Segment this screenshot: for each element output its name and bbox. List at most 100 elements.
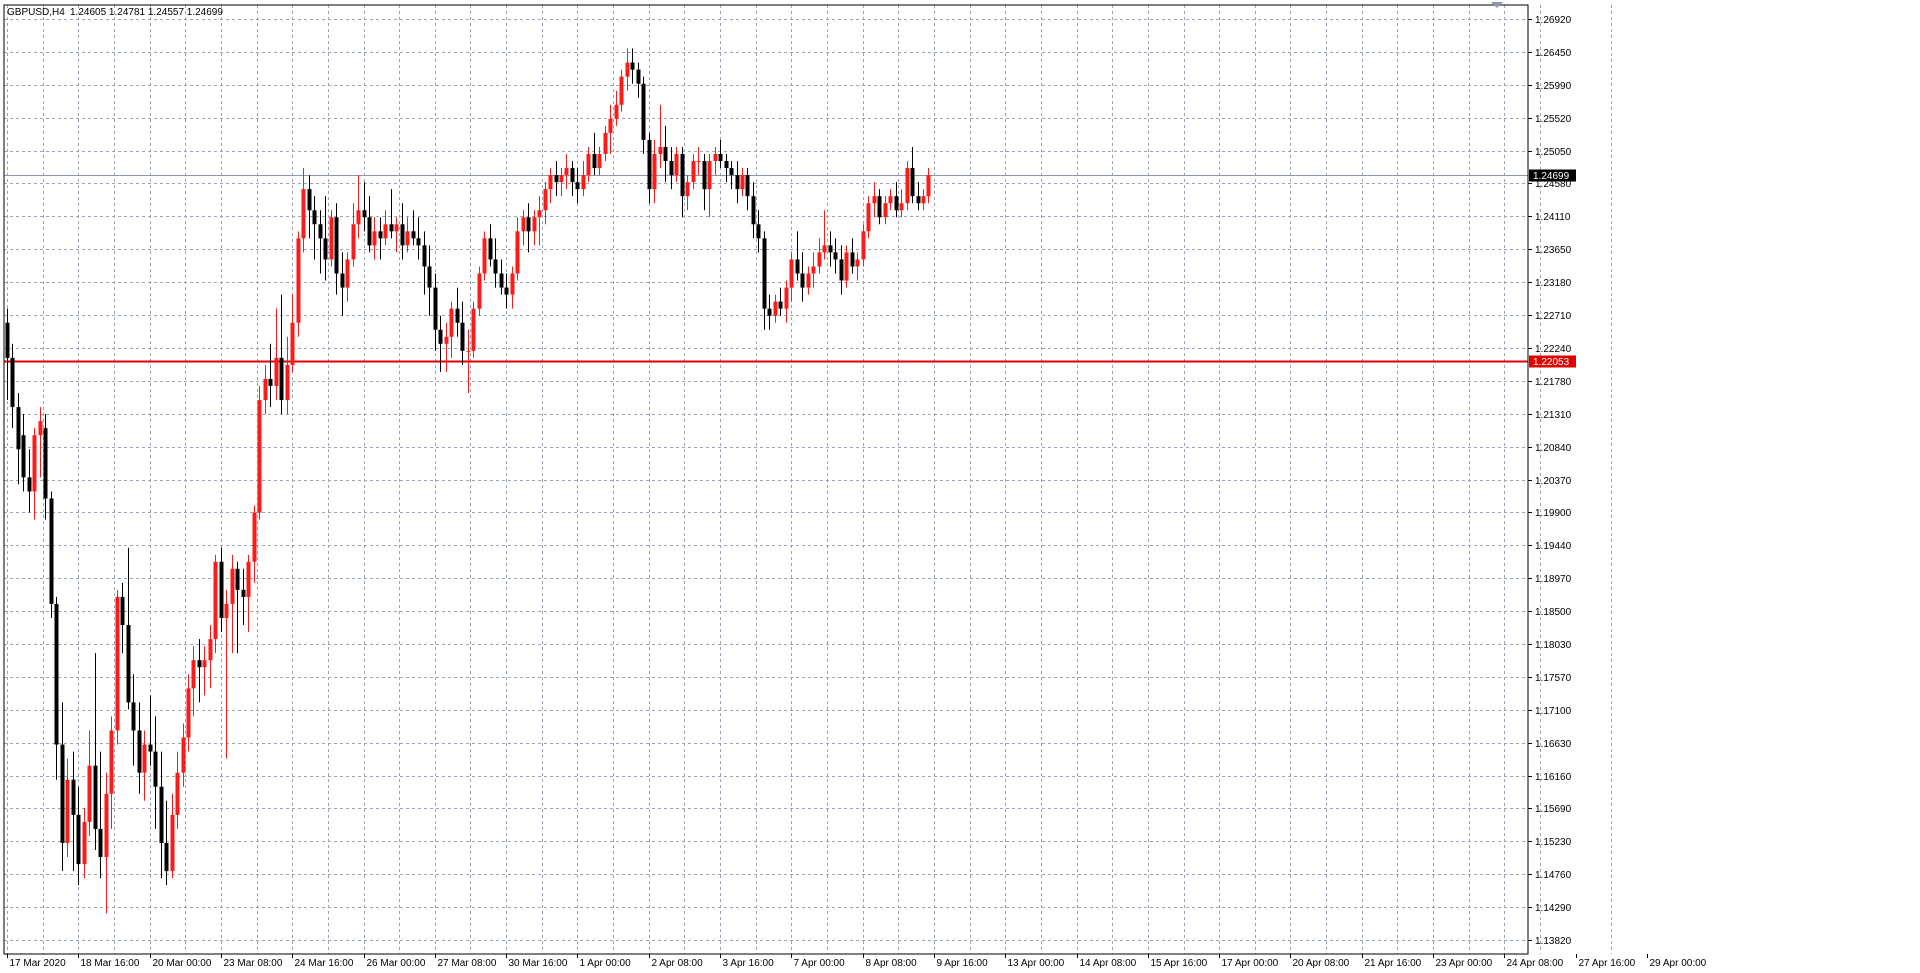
candle[interactable] <box>625 48 630 91</box>
candle[interactable] <box>575 168 580 204</box>
candle[interactable] <box>482 231 487 281</box>
candle[interactable] <box>800 252 805 302</box>
candle[interactable] <box>307 175 312 239</box>
candle[interactable] <box>586 146 591 183</box>
candle[interactable] <box>899 189 904 218</box>
candle[interactable] <box>208 625 213 689</box>
candle[interactable] <box>27 449 32 513</box>
candle[interactable] <box>87 730 92 836</box>
candle[interactable] <box>778 287 783 316</box>
candle[interactable] <box>235 561 240 654</box>
candle[interactable] <box>663 125 668 183</box>
candle[interactable] <box>329 210 334 267</box>
candle[interactable] <box>658 104 663 169</box>
candle[interactable] <box>372 217 377 260</box>
candle[interactable] <box>921 189 926 211</box>
candle[interactable] <box>21 414 26 492</box>
candle[interactable] <box>471 301 476 358</box>
candle[interactable] <box>345 252 350 302</box>
candle[interactable] <box>762 231 767 330</box>
candle[interactable] <box>120 582 125 654</box>
candle[interactable] <box>581 161 586 197</box>
candle[interactable] <box>724 153 729 183</box>
candle[interactable] <box>60 702 65 872</box>
candle[interactable] <box>532 210 537 246</box>
candle[interactable] <box>460 301 465 365</box>
candle[interactable] <box>170 793 175 879</box>
candle[interactable] <box>680 146 685 218</box>
candle[interactable] <box>767 294 772 330</box>
candle[interactable] <box>872 182 877 218</box>
candle[interactable] <box>257 385 262 520</box>
candle[interactable] <box>340 252 345 316</box>
candle[interactable] <box>142 730 147 801</box>
candle[interactable] <box>691 153 696 190</box>
candle[interactable] <box>866 196 871 239</box>
candle[interactable] <box>202 646 207 696</box>
candle[interactable] <box>718 139 723 169</box>
candle[interactable] <box>839 245 844 295</box>
candle[interactable] <box>817 238 822 274</box>
candle[interactable] <box>729 161 734 190</box>
candle[interactable] <box>323 196 328 281</box>
candle[interactable] <box>159 751 164 879</box>
candle[interactable] <box>564 153 569 190</box>
candle[interactable] <box>773 294 778 323</box>
candle[interactable] <box>312 196 317 260</box>
candle[interactable] <box>647 132 652 204</box>
candle[interactable] <box>597 146 602 176</box>
candle[interactable] <box>455 287 460 337</box>
scroll-shift-marker-icon[interactable] <box>1491 2 1503 8</box>
candle[interactable] <box>191 646 196 717</box>
candle[interactable] <box>416 217 421 260</box>
candle[interactable] <box>652 139 657 204</box>
candle[interactable] <box>910 146 915 204</box>
candle[interactable] <box>449 301 454 358</box>
candle[interactable] <box>641 76 646 154</box>
candle[interactable] <box>822 210 827 260</box>
candle[interactable] <box>477 266 482 316</box>
candle[interactable] <box>570 161 575 197</box>
candle[interactable] <box>828 231 833 267</box>
candle[interactable] <box>362 182 367 232</box>
candle[interactable] <box>592 132 597 176</box>
candle[interactable] <box>493 238 498 288</box>
candle[interactable] <box>224 589 229 759</box>
candle[interactable] <box>696 146 701 176</box>
candle[interactable] <box>488 224 493 267</box>
candle[interactable] <box>784 280 789 323</box>
candle[interactable] <box>905 161 910 211</box>
candle[interactable] <box>197 639 202 703</box>
candle[interactable] <box>334 203 339 295</box>
candle[interactable] <box>82 807 87 879</box>
candle[interactable] <box>674 146 679 183</box>
candle[interactable] <box>795 231 800 281</box>
candle[interactable] <box>877 189 882 225</box>
candle[interactable] <box>636 62 641 98</box>
candle[interactable] <box>186 674 191 752</box>
candle[interactable] <box>619 69 624 112</box>
candle[interactable] <box>735 161 740 204</box>
candle[interactable] <box>740 168 745 197</box>
candle[interactable] <box>405 217 410 253</box>
candle[interactable] <box>888 189 893 211</box>
candle[interactable] <box>65 758 70 858</box>
candle[interactable] <box>702 153 707 211</box>
candle[interactable] <box>38 407 43 478</box>
candle[interactable] <box>153 716 158 829</box>
candle[interactable] <box>833 238 838 274</box>
candle[interactable] <box>115 589 120 745</box>
candle[interactable] <box>5 308 10 401</box>
candle[interactable] <box>926 168 931 204</box>
candle[interactable] <box>603 125 608 162</box>
candle[interactable] <box>427 245 432 316</box>
candle[interactable] <box>389 189 394 239</box>
candle[interactable] <box>76 786 81 886</box>
candle[interactable] <box>230 554 235 654</box>
candle[interactable] <box>745 168 750 211</box>
candle[interactable] <box>669 146 674 190</box>
candle[interactable] <box>559 168 564 197</box>
candle[interactable] <box>104 772 109 914</box>
